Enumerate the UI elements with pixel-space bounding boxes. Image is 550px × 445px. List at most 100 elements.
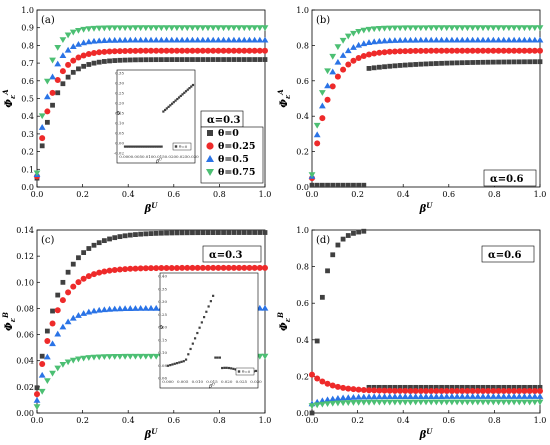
data-point bbox=[126, 305, 134, 311]
data-point bbox=[80, 39, 88, 46]
y-tick-label: 1.0 bbox=[21, 6, 34, 15]
data-point bbox=[188, 87, 191, 90]
legend: θ=0 θ=0.25 θ=0.5 θ=0.75 bbox=[200, 126, 264, 184]
data-point bbox=[44, 119, 50, 125]
data-point bbox=[179, 264, 186, 271]
data-point bbox=[381, 25, 388, 32]
data-point bbox=[157, 36, 165, 43]
data-point bbox=[39, 360, 46, 367]
data-point bbox=[521, 393, 528, 399]
data-point bbox=[417, 399, 425, 406]
data-point bbox=[80, 275, 87, 282]
data-point bbox=[223, 366, 226, 369]
data-point bbox=[396, 36, 404, 43]
data-point bbox=[198, 326, 201, 329]
data-point bbox=[209, 300, 212, 303]
inset-x-tick-label: 0.020 bbox=[221, 379, 233, 384]
data-point bbox=[207, 130, 213, 136]
data-point bbox=[96, 269, 103, 276]
data-point bbox=[205, 47, 211, 54]
data-point bbox=[454, 60, 460, 66]
data-point bbox=[334, 395, 342, 401]
inset-y-tick-label: 0.20 bbox=[115, 101, 124, 106]
data-point bbox=[506, 384, 512, 390]
data-point bbox=[324, 396, 331, 403]
data-point bbox=[489, 25, 497, 32]
data-point bbox=[199, 25, 207, 32]
annotation-text: α=0.6 bbox=[488, 250, 522, 261]
x-tick-label: 1.0 bbox=[534, 190, 547, 199]
data-point bbox=[537, 59, 543, 65]
data-point bbox=[184, 358, 188, 361]
data-point bbox=[138, 231, 144, 237]
data-point bbox=[453, 399, 461, 406]
data-point bbox=[401, 393, 409, 399]
data-point bbox=[75, 54, 82, 61]
data-point bbox=[329, 395, 337, 402]
data-point bbox=[81, 63, 87, 69]
data-point bbox=[413, 384, 419, 390]
data-point bbox=[111, 36, 119, 43]
data-point bbox=[428, 61, 434, 67]
data-point bbox=[339, 394, 347, 401]
data-point bbox=[329, 83, 336, 90]
panel-label: (a) bbox=[41, 15, 55, 26]
data-point bbox=[174, 145, 178, 148]
data-point bbox=[408, 384, 413, 390]
data-point bbox=[423, 47, 429, 54]
data-point bbox=[127, 232, 133, 238]
data-point bbox=[121, 353, 129, 360]
data-point bbox=[152, 304, 160, 311]
data-point bbox=[106, 48, 113, 55]
data-point bbox=[172, 101, 175, 104]
data-point bbox=[449, 384, 455, 390]
data-point bbox=[386, 37, 394, 44]
y-tick-label: 0.7 bbox=[21, 59, 34, 68]
data-point bbox=[147, 353, 155, 360]
data-point bbox=[33, 170, 41, 177]
data-point bbox=[64, 359, 72, 366]
data-point bbox=[386, 48, 393, 55]
chart-panel-4: 0.0 0.2 0.4 0.6 0.8 1.0 0.0 0.2 0.4 0.6 0.8 1.0 βU Φε… bbox=[276, 226, 546, 441]
data-point bbox=[318, 397, 326, 404]
data-point bbox=[75, 356, 82, 363]
data-point bbox=[427, 25, 435, 32]
data-point bbox=[438, 399, 445, 406]
data-point bbox=[360, 399, 368, 406]
data-layer bbox=[308, 228, 544, 416]
data-point bbox=[407, 48, 414, 55]
data-point bbox=[500, 388, 507, 395]
data-point bbox=[91, 60, 97, 66]
data-point bbox=[137, 47, 144, 54]
legend-entry: θ=0 bbox=[218, 128, 239, 139]
x-axis-label: βU bbox=[419, 201, 434, 215]
data-point bbox=[251, 36, 259, 43]
data-point bbox=[121, 305, 129, 312]
data-point bbox=[86, 246, 92, 251]
inset-y-tick-label: 0.40 bbox=[158, 274, 167, 279]
inset-x-tick-label: 0.020 bbox=[165, 154, 177, 159]
data-point bbox=[428, 388, 435, 395]
data-point bbox=[225, 47, 232, 54]
data-point bbox=[371, 65, 377, 71]
data-point bbox=[356, 229, 362, 235]
data-point bbox=[474, 388, 481, 395]
data-point bbox=[308, 403, 316, 410]
data-point bbox=[50, 102, 55, 108]
data-point bbox=[75, 279, 82, 286]
data-point bbox=[344, 394, 352, 401]
data-point bbox=[334, 383, 341, 390]
data-point bbox=[121, 25, 129, 32]
data-point bbox=[85, 273, 92, 280]
data-point bbox=[500, 47, 507, 54]
data-point bbox=[422, 393, 430, 399]
data-point bbox=[432, 25, 440, 32]
data-point bbox=[75, 40, 82, 47]
data-point bbox=[181, 93, 184, 96]
inset-y-label: Φ bbox=[159, 325, 165, 329]
inset-plot: 0.000 0.005 0.010 0.015 0.020 0.025 0.030 0.06 0… bbox=[158, 272, 262, 390]
data-point bbox=[90, 307, 98, 314]
data-point bbox=[111, 48, 118, 55]
data-point bbox=[314, 375, 321, 382]
data-point bbox=[536, 25, 544, 32]
